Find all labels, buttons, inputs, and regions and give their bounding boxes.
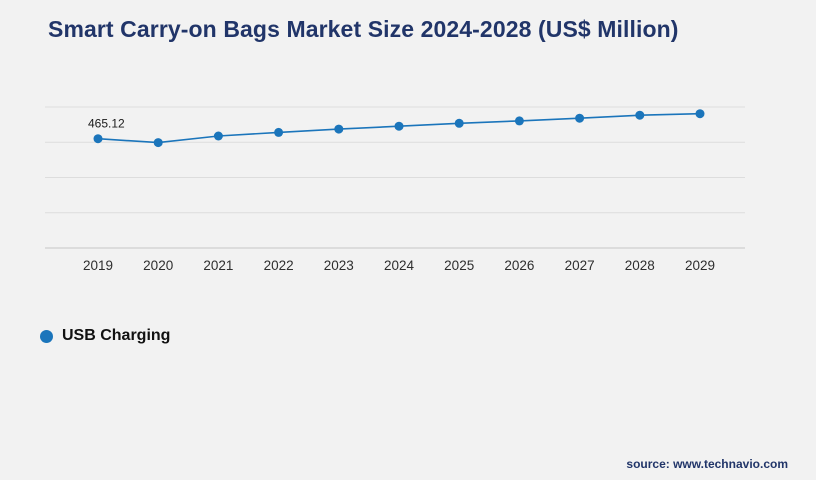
data-point [635, 110, 645, 120]
data-point [213, 131, 223, 141]
x-axis-label: 2029 [685, 258, 715, 273]
x-axis-label: 2022 [264, 258, 294, 273]
x-axis-label: 2026 [504, 258, 534, 273]
data-point [575, 113, 585, 123]
x-axis-label: 2023 [324, 258, 354, 273]
x-axis-label: 2027 [565, 258, 595, 273]
x-axis-label: 2025 [444, 258, 474, 273]
source-attribution: source: www.technavio.com [626, 457, 788, 471]
data-point [454, 118, 464, 128]
x-axis-label: 2019 [83, 258, 113, 273]
data-point [394, 121, 404, 131]
chart-title: Smart Carry-on Bags Market Size 2024-202… [48, 16, 679, 42]
data-point [695, 109, 705, 119]
data-point-label: 465.12 [88, 117, 125, 131]
data-point [514, 116, 524, 126]
legend-marker-icon [40, 329, 53, 343]
x-axis-label: 2020 [143, 258, 173, 273]
x-axis-label: 2021 [203, 258, 233, 273]
data-point [334, 124, 344, 134]
x-axis-label: 2024 [384, 258, 415, 273]
data-point [153, 138, 163, 148]
data-point [93, 134, 103, 144]
data-point [274, 127, 284, 137]
legend: USB Charging [40, 327, 170, 345]
legend-series-label: USB Charging [62, 327, 171, 344]
x-axis-label: 2028 [625, 258, 655, 273]
